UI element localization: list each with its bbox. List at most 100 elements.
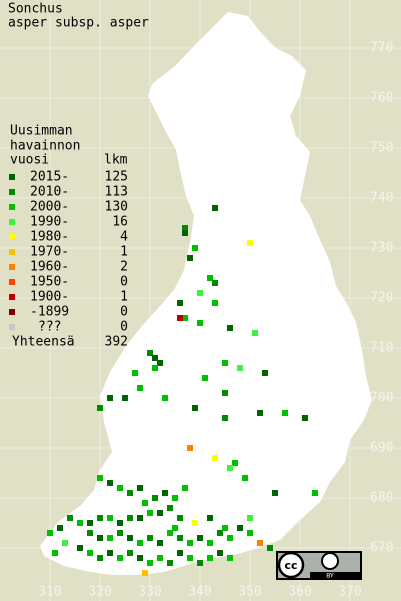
observation-square bbox=[182, 230, 188, 236]
y-tick-label: 770 bbox=[370, 41, 393, 56]
y-tick-label: 740 bbox=[370, 191, 393, 206]
observation-square bbox=[162, 395, 168, 401]
observation-square bbox=[107, 550, 113, 556]
observation-square bbox=[257, 540, 263, 546]
legend-count: 125 bbox=[105, 170, 128, 185]
observation-square bbox=[197, 535, 203, 541]
legend-count: 0 bbox=[120, 305, 128, 320]
observation-square bbox=[97, 405, 103, 411]
title: asper subsp. asper bbox=[8, 16, 149, 31]
license-badge: cc BY bbox=[276, 551, 362, 580]
legend-swatch bbox=[9, 174, 15, 180]
observation-square bbox=[57, 525, 63, 531]
legend-label: 1960- bbox=[30, 260, 69, 275]
observation-square bbox=[177, 300, 183, 306]
observation-square bbox=[77, 520, 83, 526]
observation-square bbox=[52, 550, 58, 556]
by-icon bbox=[321, 552, 339, 570]
observation-square bbox=[87, 550, 93, 556]
title: Sonchus bbox=[8, 2, 63, 17]
observation-square bbox=[117, 530, 123, 536]
legend-swatch bbox=[9, 279, 15, 285]
observation-square bbox=[207, 540, 213, 546]
legend-header: havainnon bbox=[10, 139, 80, 154]
observation-square bbox=[217, 530, 223, 536]
observation-square bbox=[247, 515, 253, 521]
legend-count: 130 bbox=[105, 200, 128, 215]
observation-square bbox=[47, 530, 53, 536]
observation-square bbox=[97, 515, 103, 521]
observation-square bbox=[97, 555, 103, 561]
observation-square bbox=[77, 545, 83, 551]
observation-square bbox=[167, 505, 173, 511]
observation-square bbox=[192, 245, 198, 251]
x-tick-label: 320 bbox=[88, 585, 111, 600]
legend-header: Uusimman bbox=[10, 124, 73, 139]
x-tick-label: 350 bbox=[238, 585, 261, 600]
observation-square bbox=[212, 205, 218, 211]
observation-square bbox=[212, 300, 218, 306]
legend-label: 1900- bbox=[30, 290, 69, 305]
x-tick-label: 340 bbox=[188, 585, 211, 600]
observation-square bbox=[157, 540, 163, 546]
legend-total-label: Yhteensä bbox=[12, 335, 75, 350]
observation-square bbox=[187, 555, 193, 561]
observation-square bbox=[252, 330, 258, 336]
observation-square bbox=[127, 515, 133, 521]
observation-square bbox=[177, 515, 183, 521]
observation-square bbox=[157, 360, 163, 366]
observation-square bbox=[137, 540, 143, 546]
observation-square bbox=[147, 510, 153, 516]
observation-square bbox=[187, 255, 193, 261]
legend-label: 2010- bbox=[30, 185, 69, 200]
y-tick-label: 730 bbox=[370, 241, 393, 256]
x-tick-label: 330 bbox=[138, 585, 161, 600]
observation-square bbox=[147, 535, 153, 541]
x-tick-label: 310 bbox=[38, 585, 61, 600]
observation-square bbox=[197, 290, 203, 296]
observation-square bbox=[227, 535, 233, 541]
observation-square bbox=[167, 560, 173, 566]
cc-text: cc bbox=[284, 559, 297, 572]
observation-square bbox=[272, 490, 278, 496]
observation-square bbox=[232, 460, 238, 466]
observation-square bbox=[157, 555, 163, 561]
observation-square bbox=[182, 485, 188, 491]
y-tick-label: 670 bbox=[370, 541, 393, 556]
legend-count: 0 bbox=[120, 275, 128, 290]
observation-square bbox=[127, 535, 133, 541]
badge-band bbox=[310, 572, 360, 578]
observation-square bbox=[302, 415, 308, 421]
legend-col: lkm bbox=[104, 153, 128, 168]
legend-swatch bbox=[9, 189, 15, 195]
observation-square bbox=[162, 490, 168, 496]
y-tick-label: 750 bbox=[370, 141, 393, 156]
observation-square bbox=[127, 490, 133, 496]
observation-square bbox=[167, 530, 173, 536]
legend-label: 1990- bbox=[30, 215, 69, 230]
observation-square bbox=[87, 530, 93, 536]
observation-square bbox=[212, 280, 218, 286]
legend-total: 392 bbox=[105, 335, 128, 350]
observation-square bbox=[137, 385, 143, 391]
legend-swatch bbox=[9, 324, 15, 330]
observation-square bbox=[207, 275, 213, 281]
legend-label: 1950- bbox=[30, 275, 69, 290]
legend-count: 2 bbox=[120, 260, 128, 275]
observation-square bbox=[192, 405, 198, 411]
observation-square bbox=[137, 555, 143, 561]
observation-square bbox=[237, 525, 243, 531]
observation-square bbox=[152, 365, 158, 371]
legend: 2015- 125 2010- 113 2000- 130 1990- 16 1980- 4 197… bbox=[9, 170, 128, 335]
y-tick-label: 710 bbox=[370, 341, 393, 356]
observation-square bbox=[127, 550, 133, 556]
observation-square bbox=[222, 390, 228, 396]
observation-square bbox=[87, 520, 93, 526]
observation-square bbox=[177, 550, 183, 556]
observation-square bbox=[152, 495, 158, 501]
y-tick-label: 690 bbox=[370, 441, 393, 456]
observation-square bbox=[117, 520, 123, 526]
observation-square bbox=[97, 475, 103, 481]
legend-swatch bbox=[9, 204, 15, 210]
